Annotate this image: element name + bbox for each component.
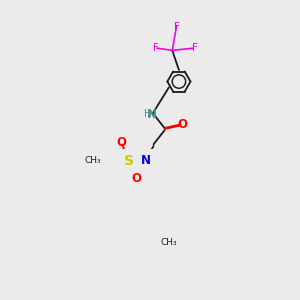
Text: F: F xyxy=(153,43,159,53)
Text: N: N xyxy=(140,154,151,167)
Text: H: H xyxy=(144,109,152,119)
Text: CH₃: CH₃ xyxy=(161,238,177,247)
Text: F: F xyxy=(174,22,180,32)
Text: O: O xyxy=(177,118,187,131)
Text: O: O xyxy=(132,172,142,184)
Text: CH₃: CH₃ xyxy=(84,156,101,165)
Text: N: N xyxy=(147,107,158,121)
Text: S: S xyxy=(124,154,134,168)
Text: O: O xyxy=(116,136,126,149)
Text: F: F xyxy=(192,43,197,53)
